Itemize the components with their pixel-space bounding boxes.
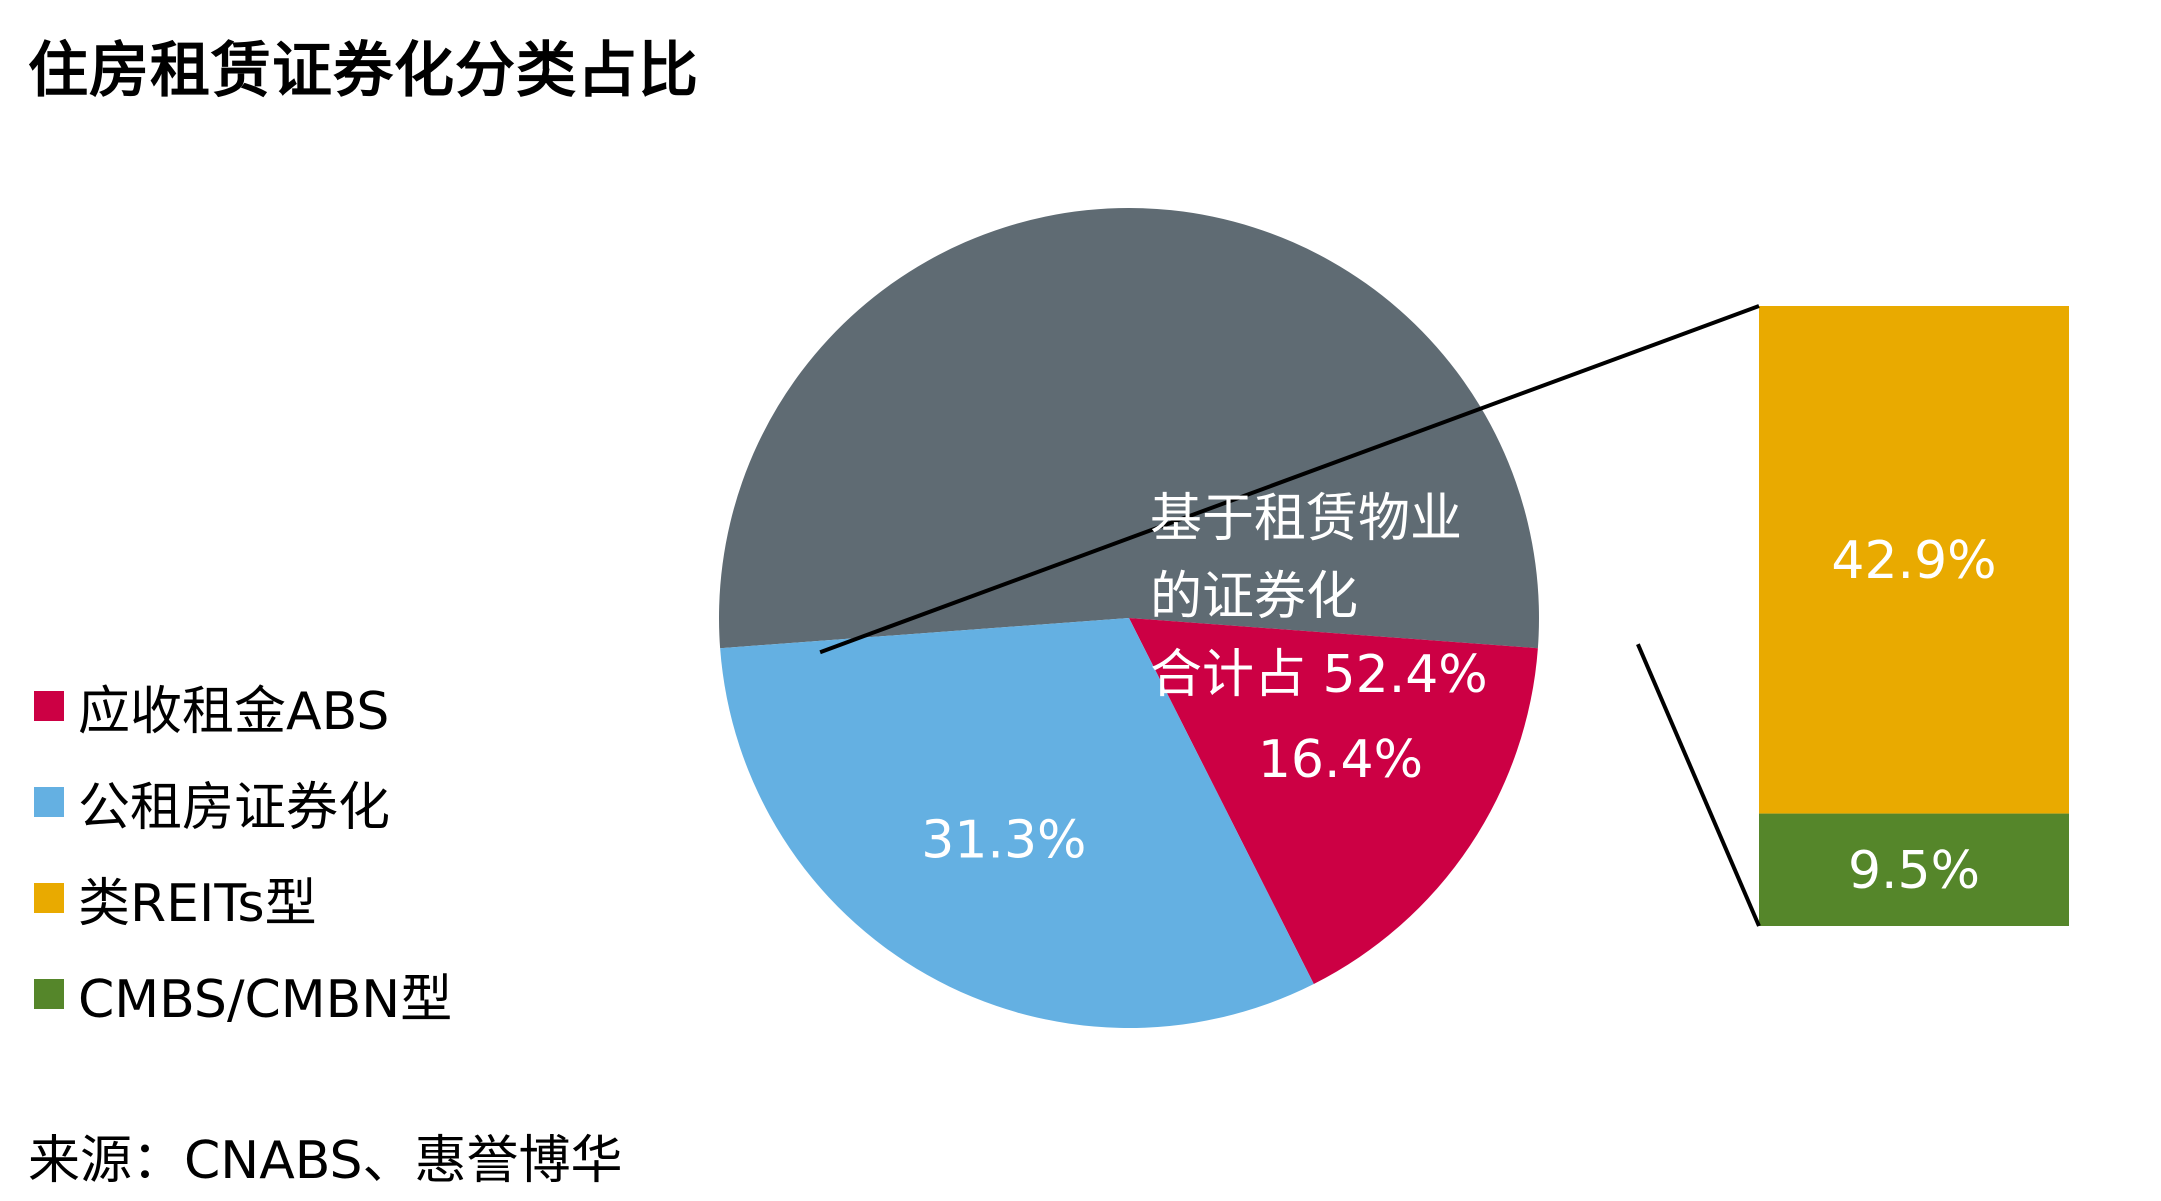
source-note: 来源：CNABS、惠誉博华 (28, 1131, 623, 1191)
legend-item-reits-like: 类REITs型 (34, 850, 452, 946)
chart-title: 住房租赁证券化分类占比 (28, 36, 699, 106)
legend-label-public-rental: 公租房证券化 (78, 777, 391, 838)
legend-item-receivable-abs: 应收租金ABS (34, 658, 452, 754)
combined-label-line-2: 的证券化 (1150, 567, 1359, 627)
pie-label-public_rental: 31.3% (921, 810, 1086, 870)
pie-slice-receivable_abs (1129, 618, 1538, 984)
legend-label-cmbs-cmbn: CMBS/CMBN型 (78, 969, 453, 1030)
legend-label-receivable-abs: 应收租金ABS (78, 681, 390, 742)
connector-line-bottom (1636, 643, 1761, 927)
legend-swatch-public-rental (34, 787, 64, 817)
combined-label-line-3: 合计占 52.4% (1150, 645, 1488, 705)
bar-label-cmbs_cmbn: 9.5% (1848, 841, 1980, 901)
connector-line-top (819, 304, 1760, 655)
legend: 应收租金ABS 公租房证券化 类REITs型 CMBS/CMBN型 (34, 658, 452, 1042)
bar-segment-reits_like (1759, 306, 2069, 814)
combined-label-line-1: 基于租赁物业 (1150, 489, 1463, 549)
pie-label-receivable_abs: 16.4% (1258, 730, 1423, 790)
combined-slice-label: 基于租赁物业 的证券化 合计占 52.4% (1150, 480, 1570, 714)
legend-swatch-cmbs-cmbn (34, 979, 64, 1009)
pie-slice-public_rental (720, 618, 1314, 1029)
bar-label-reits_like: 42.9% (1831, 531, 1996, 591)
legend-label-reits-like: 类REITs型 (78, 873, 317, 934)
legend-item-cmbs-cmbn: CMBS/CMBN型 (34, 946, 452, 1042)
legend-swatch-reits-like (34, 883, 64, 913)
legend-item-public-rental: 公租房证券化 (34, 754, 452, 850)
bar-segment-cmbs_cmbn (1759, 813, 2069, 926)
pie-slice-combined (718, 207, 1539, 649)
legend-swatch-receivable-abs (34, 691, 64, 721)
